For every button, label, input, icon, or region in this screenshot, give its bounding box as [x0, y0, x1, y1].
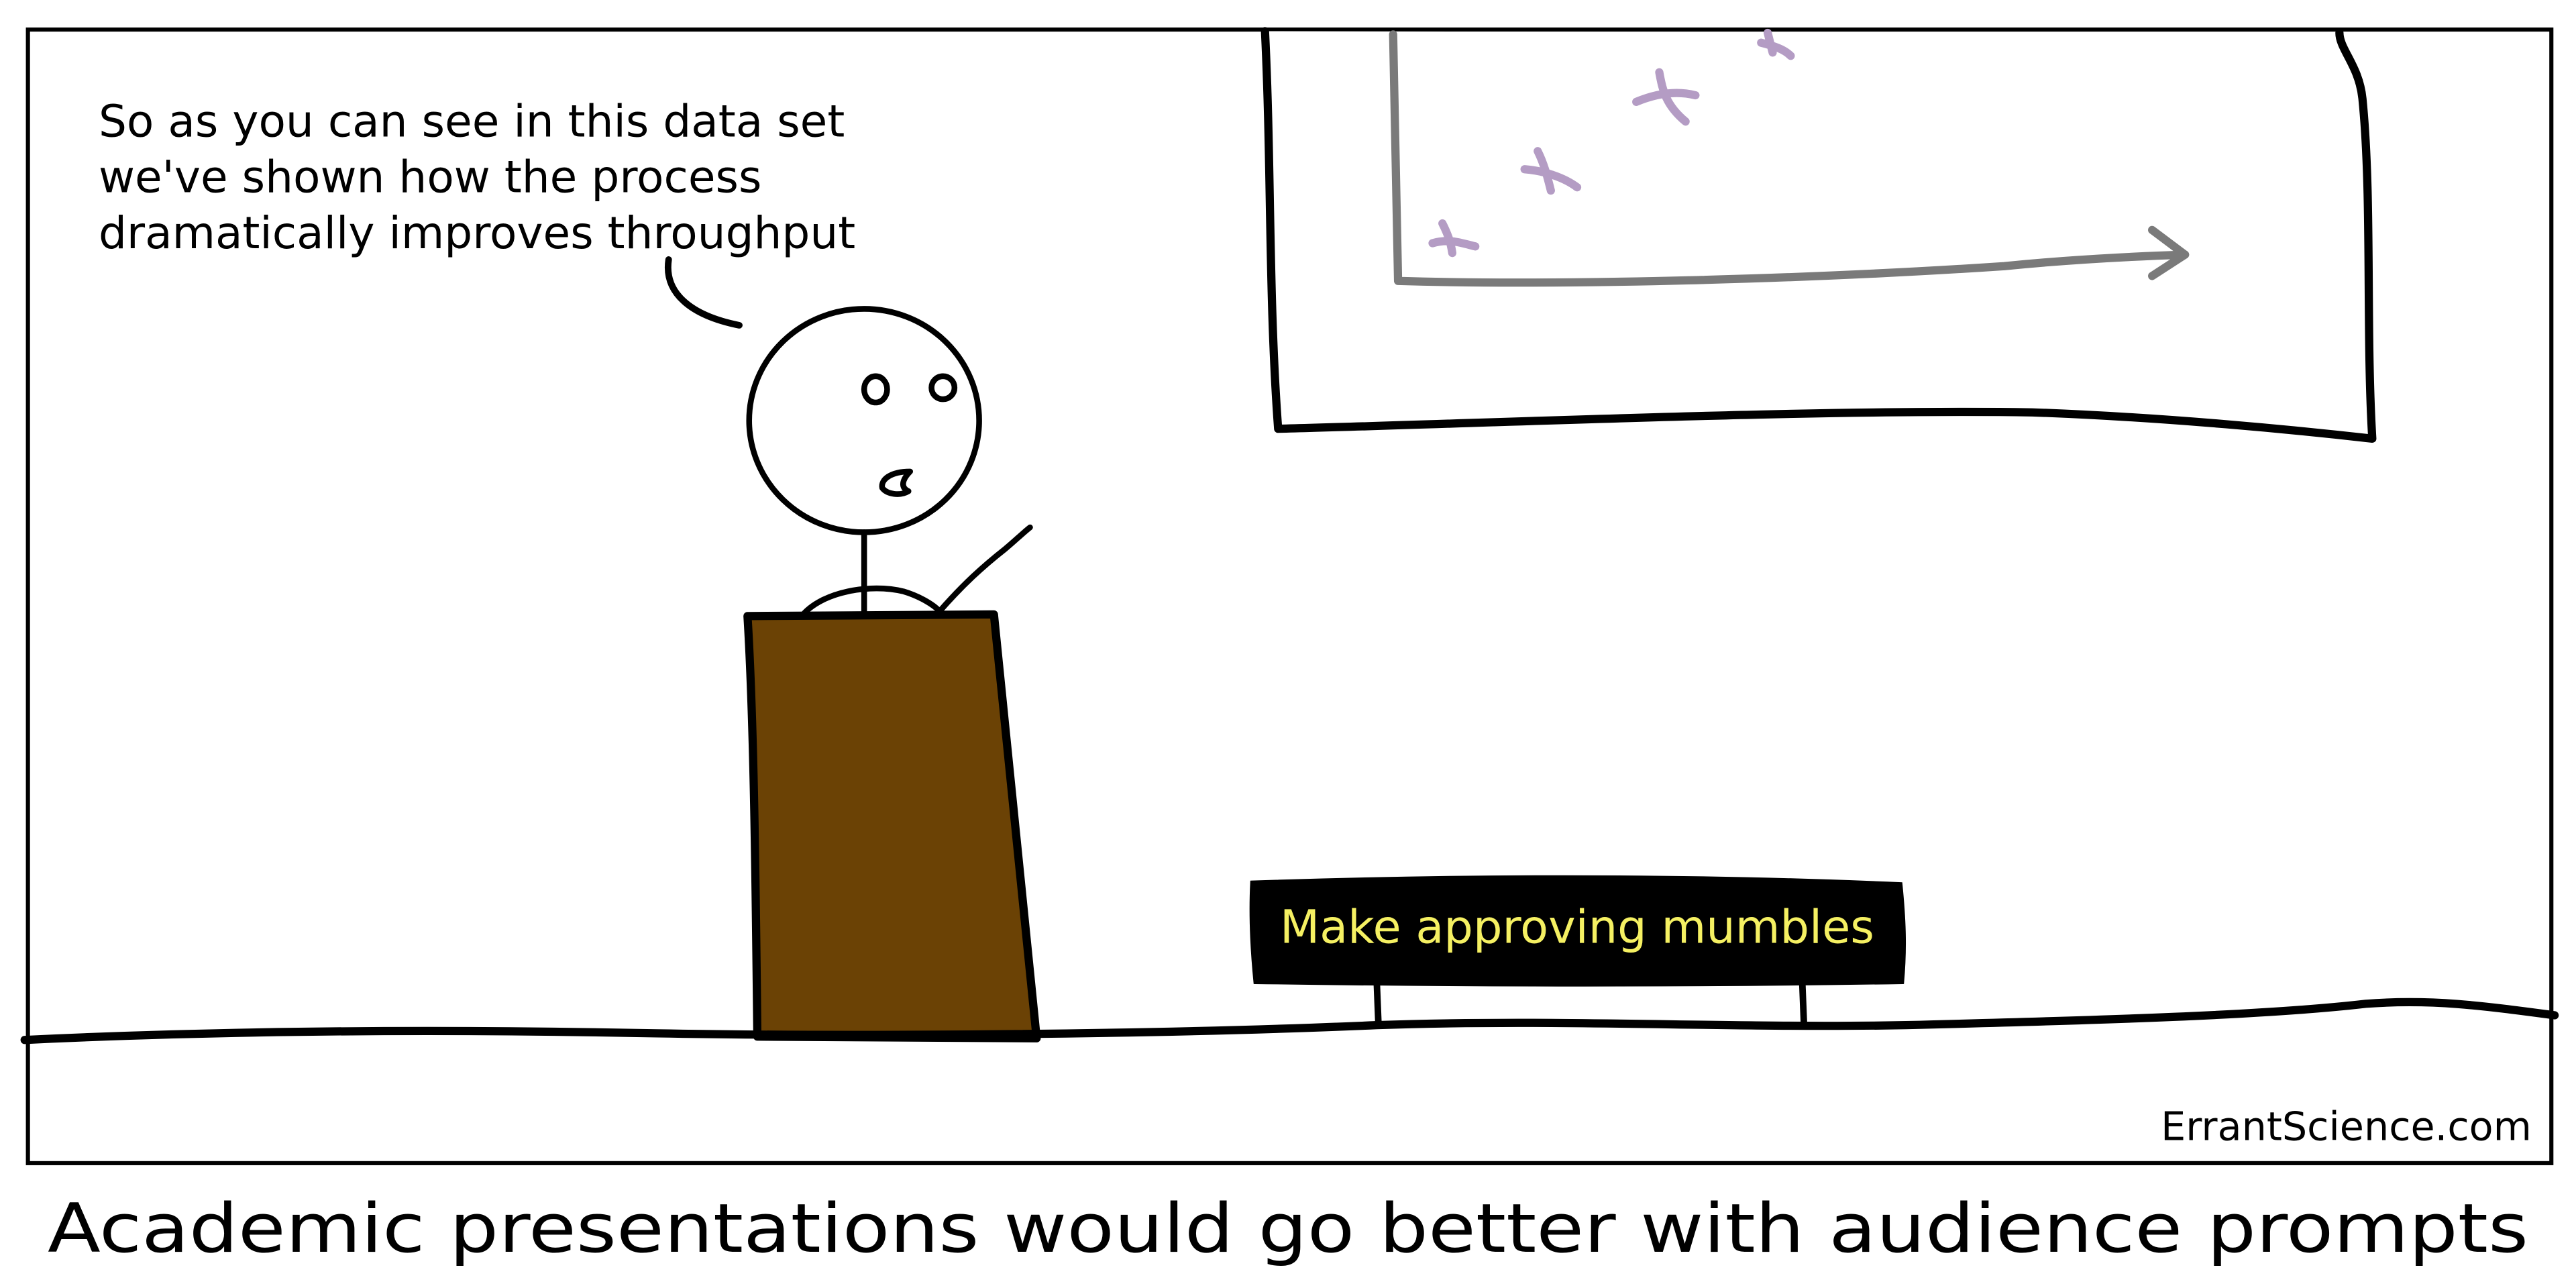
presenter-pointing-arm	[936, 524, 1033, 614]
presenter-eye-right	[928, 373, 958, 402]
presenter-eye-left	[861, 373, 890, 406]
chart-x-arrowhead	[2148, 225, 2190, 280]
site-credit: ErrantScience.com	[2161, 1104, 2532, 1150]
speech-text: So as you can see in this data set we've…	[99, 95, 855, 259]
comic-caption: Academic presentations would go better w…	[48, 1189, 2528, 1268]
speech-tail	[664, 256, 743, 329]
projection-screen	[1260, 27, 2377, 443]
prompt-sign-post-left	[1373, 980, 1382, 1022]
podium	[743, 610, 1041, 1042]
chart-axes	[1389, 30, 2190, 287]
presenter-head	[746, 306, 982, 535]
speech-line: So as you can see in this data set	[99, 95, 845, 147]
audience-prompt-sign	[1249, 875, 1907, 987]
presenter-mouth	[879, 468, 914, 497]
data-point	[1428, 219, 1480, 258]
speech-line: we've shown how the process	[99, 152, 761, 203]
speech-line: dramatically improves throughput	[99, 207, 855, 259]
floor-line	[20, 998, 2559, 1044]
presenter-figure	[746, 306, 1033, 619]
audience-prompt-text: Make approving mumbles	[1280, 901, 1874, 955]
data-point	[1757, 28, 1795, 60]
presenter-shoulders	[798, 585, 943, 619]
data-point	[1520, 147, 1582, 195]
chart-data-points	[1428, 28, 1795, 258]
data-point	[1632, 68, 1700, 126]
prompt-sign-post-right	[1799, 980, 1807, 1022]
